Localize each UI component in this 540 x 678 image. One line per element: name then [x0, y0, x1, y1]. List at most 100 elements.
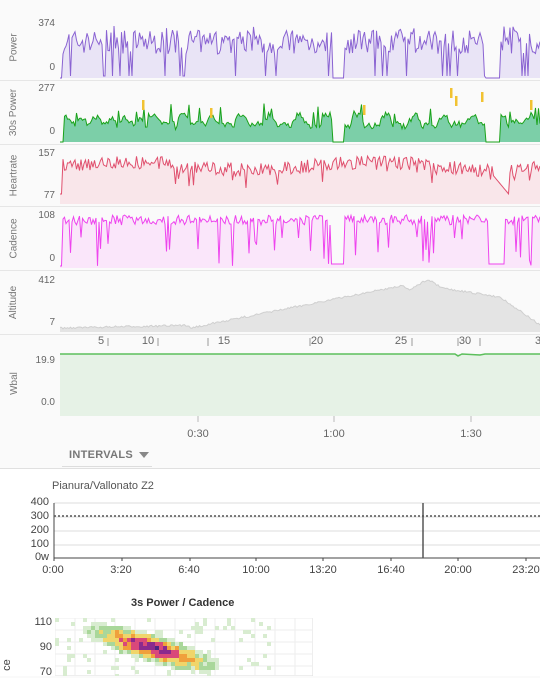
heatmap-cell — [199, 662, 203, 666]
heatmap-cell — [139, 650, 143, 654]
heatmap-cell — [123, 638, 127, 642]
zone-x-tick: 10:00 — [242, 564, 270, 576]
heatmap-cell — [135, 654, 139, 658]
heatmap-cell — [203, 662, 207, 666]
30s-power-plot — [60, 88, 540, 143]
heatmap-cell — [191, 666, 195, 670]
heatmap-cell — [127, 630, 131, 634]
heatmap-cell — [127, 638, 131, 642]
heatmap-cell — [151, 654, 155, 658]
heartrate-min-tick: 77 — [43, 190, 55, 201]
altitude-track[interactable]: Altitude 412 7 — [0, 270, 540, 335]
zone-x-tick: 16:40 — [377, 564, 405, 576]
heatmap-cell — [103, 650, 107, 654]
heartrate-track[interactable]: Heartrate 157 77 — [0, 144, 540, 207]
scatter-y-tick: 70 — [39, 666, 52, 678]
heatmap-cell — [179, 662, 183, 666]
heatmap-cell — [143, 638, 147, 642]
heatmap-cell — [147, 642, 151, 646]
heatmap-cell — [63, 666, 67, 670]
heatmap-cell — [187, 654, 191, 658]
heatmap-cell — [195, 666, 199, 670]
30s-power-track[interactable]: 30s Power 277 0 — [0, 80, 540, 145]
heatmap-cell — [247, 630, 251, 634]
heatmap-cell — [183, 658, 187, 662]
heatmap-cell — [95, 634, 99, 638]
heatmap-cell — [207, 654, 211, 658]
heatmap-cell — [171, 642, 175, 646]
heatmap-cell — [107, 626, 111, 630]
heatmap-cell — [139, 634, 143, 638]
heatmap-cell — [151, 658, 155, 662]
heatmap-cell — [179, 658, 183, 662]
heatmap-cell — [103, 626, 107, 630]
heatmap-cell — [199, 658, 203, 662]
heatmap-cell — [143, 642, 147, 646]
zone-y-tick: 100 — [30, 538, 49, 550]
zone-y-tick: 400 — [30, 496, 49, 508]
heatmap-cell — [167, 646, 171, 650]
distance-tick: 10 — [141, 335, 155, 347]
heatmap-cell — [71, 654, 75, 658]
heatmap-cell — [87, 626, 91, 630]
power-axis-label: Power — [8, 32, 20, 62]
heatmap-cell — [159, 630, 163, 634]
cadence-track[interactable]: Cadence 108 0 — [0, 206, 540, 271]
heatmap-cell — [107, 642, 111, 646]
heatmap-cell — [131, 642, 135, 646]
30s-power-peak — [481, 92, 484, 102]
heatmap-cell — [195, 654, 199, 658]
heatmap-cell — [215, 662, 219, 666]
heatmap-cell — [99, 638, 103, 642]
heartrate-area — [60, 156, 540, 204]
heatmap-cell — [179, 630, 183, 634]
heatmap-cell — [267, 666, 271, 670]
heatmap-cell — [91, 630, 95, 634]
heatmap-cell — [131, 654, 135, 658]
time-tick: 0:30 — [187, 428, 209, 440]
time-tick: 1:00 — [323, 428, 345, 440]
heatmap-cell — [191, 646, 195, 650]
wbal-max-tick: 19.9 — [35, 355, 55, 366]
heatmap-cell — [187, 666, 191, 670]
heatmap-cell — [111, 626, 115, 630]
heatmap-cell — [67, 658, 71, 662]
heatmap-cell — [71, 622, 75, 626]
power-max-tick: 374 — [38, 18, 55, 29]
heatmap-cell — [207, 666, 211, 670]
cadence-min-tick: 0 — [49, 253, 55, 264]
intervals-dropdown[interactable]: INTERVALS — [62, 444, 152, 467]
zone-x-tick: 3:20 — [110, 564, 132, 576]
heatmap-cell — [263, 634, 267, 638]
heatmap-cell — [127, 650, 131, 654]
heatmap-cell — [107, 638, 111, 642]
wbal-line — [60, 353, 540, 357]
heatmap-cell — [143, 650, 147, 654]
heatmap-cell — [91, 638, 95, 642]
heatmap-cell — [151, 638, 155, 642]
scatter-y-tick: 90 — [39, 641, 52, 653]
wbal-track[interactable]: Wbal 19.9 0.0 — [0, 350, 540, 416]
heatmap-cell — [143, 654, 147, 658]
zone-x-tick: 13:20 — [309, 564, 337, 576]
heatmap-cell — [151, 642, 155, 646]
altitude-area — [60, 280, 540, 332]
zone-y-tick: 0w — [34, 551, 49, 563]
scatter-chart-title: 3s Power / Cadence — [131, 597, 235, 609]
heatmap-cell — [115, 642, 119, 646]
heatmap-cell — [103, 630, 107, 634]
heatmap-cell — [123, 642, 127, 646]
heatmap-cell — [95, 626, 99, 630]
power-track[interactable]: Power 374 0 — [0, 14, 540, 81]
heatmap-cell — [87, 634, 91, 638]
distance-tick: 3 — [534, 335, 540, 347]
heatmap-cell — [167, 670, 171, 674]
heatmap-cell — [135, 630, 139, 634]
heatmap-cell — [179, 642, 183, 646]
distance-tick: 5 — [97, 335, 105, 347]
heatmap-cell — [135, 638, 139, 642]
zone-y-tick: 200 — [30, 524, 49, 536]
heatmap-cell — [159, 650, 163, 654]
heartrate-line — [60, 154, 540, 196]
heatmap-cell — [87, 670, 91, 674]
